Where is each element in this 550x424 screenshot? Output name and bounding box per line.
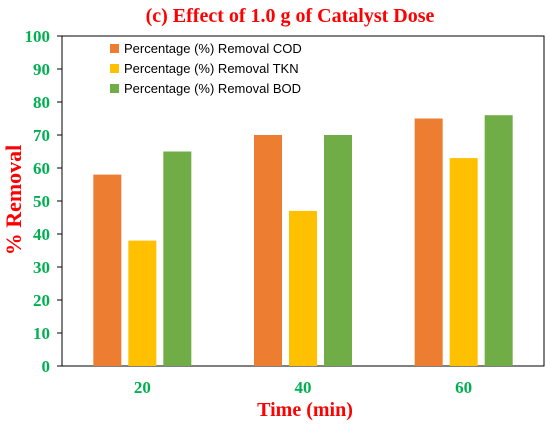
- bar: [324, 135, 352, 366]
- y-tick-label: 70: [33, 126, 50, 145]
- y-tick-label: 80: [33, 93, 50, 112]
- bar: [484, 115, 513, 366]
- bar: [254, 135, 282, 366]
- chart-title: (c) Effect of 1.0 g of Catalyst Dose: [146, 5, 435, 27]
- legend: Percentage (%) Removal COD Percentage (%)…: [110, 41, 302, 96]
- bar: [93, 174, 122, 366]
- x-tick-label: 60: [455, 378, 472, 397]
- x-ticks-group: 20 40 60: [134, 378, 472, 397]
- bar: [163, 151, 192, 366]
- y-tick-label: 0: [42, 357, 51, 376]
- legend-swatch: [110, 44, 119, 53]
- legend-swatch: [110, 84, 119, 93]
- y-tick-label: 20: [33, 291, 50, 310]
- y-tick-label: 50: [33, 192, 50, 211]
- legend-label: Percentage (%) Removal COD: [124, 41, 302, 56]
- bars-group: [93, 115, 513, 366]
- y-tick-label: 40: [33, 225, 50, 244]
- legend-swatch: [110, 64, 119, 73]
- x-axis-label: Time (min): [257, 399, 353, 421]
- y-axis-label: % Removal: [1, 145, 26, 256]
- y-tick-label: 60: [33, 159, 50, 178]
- x-tick-label: 40: [295, 378, 312, 397]
- bar: [128, 240, 157, 366]
- y-tick-label: 30: [33, 258, 50, 277]
- bar: [289, 210, 317, 366]
- y-tick-label: 90: [33, 60, 50, 79]
- y-tick-label: 10: [33, 324, 50, 343]
- legend-label: Percentage (%) Removal TKN: [124, 61, 299, 76]
- bar: [414, 118, 443, 366]
- bar: [449, 158, 478, 366]
- x-tick-label: 20: [134, 378, 151, 397]
- y-ticks-group: 0 10 20 30 40 50 60 70 80 90 100: [25, 27, 62, 376]
- y-tick-label: 100: [25, 27, 51, 46]
- legend-label: Percentage (%) Removal BOD: [124, 81, 301, 96]
